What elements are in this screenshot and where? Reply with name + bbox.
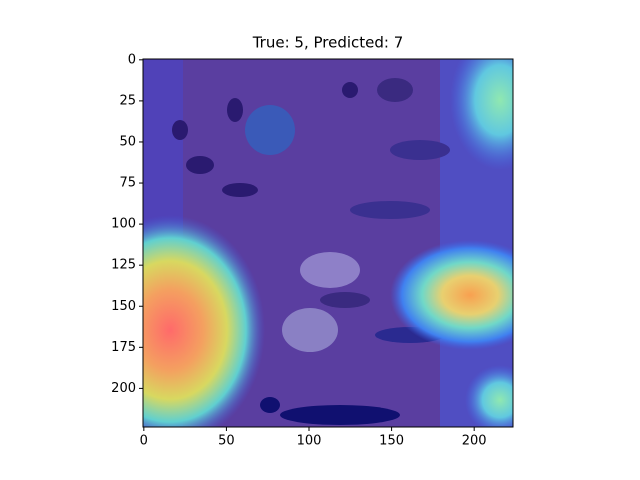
nucleus <box>186 156 214 174</box>
y-tick-label: 100 <box>111 217 136 232</box>
image-region <box>300 252 360 288</box>
y-tick-label: 200 <box>111 381 136 396</box>
y-tick-label: 125 <box>111 258 136 273</box>
y-tick-label: 0 <box>128 52 136 67</box>
heat-region <box>450 59 513 170</box>
nucleus <box>320 292 370 308</box>
y-tick-label: 25 <box>119 93 136 108</box>
image-region <box>282 308 338 352</box>
heat-region <box>143 215 265 427</box>
x-tick-label: 50 <box>218 434 235 449</box>
nucleus <box>280 405 400 425</box>
nucleus <box>342 82 358 98</box>
nucleus <box>227 98 243 122</box>
nucleus <box>350 201 430 219</box>
y-tick-label: 175 <box>111 340 136 355</box>
y-tick-label: 75 <box>119 176 136 191</box>
y-tick-label: 50 <box>119 134 136 149</box>
nucleus <box>222 183 258 197</box>
x-tick-label: 200 <box>462 434 487 449</box>
x-tick-label: 150 <box>379 434 404 449</box>
heat-region <box>390 240 513 350</box>
axes-frame <box>142 58 514 428</box>
y-tick-label: 150 <box>111 299 136 314</box>
nucleus <box>260 397 280 413</box>
nucleus <box>390 140 450 160</box>
x-tick-label: 0 <box>140 434 148 449</box>
image <box>143 59 513 427</box>
x-tick-label: 100 <box>297 434 322 449</box>
image-region <box>245 105 295 155</box>
nucleus <box>377 78 413 102</box>
chart-title: True: 5, Predicted: 7 <box>252 34 404 52</box>
nucleus <box>172 120 188 140</box>
heat-region <box>465 365 513 427</box>
